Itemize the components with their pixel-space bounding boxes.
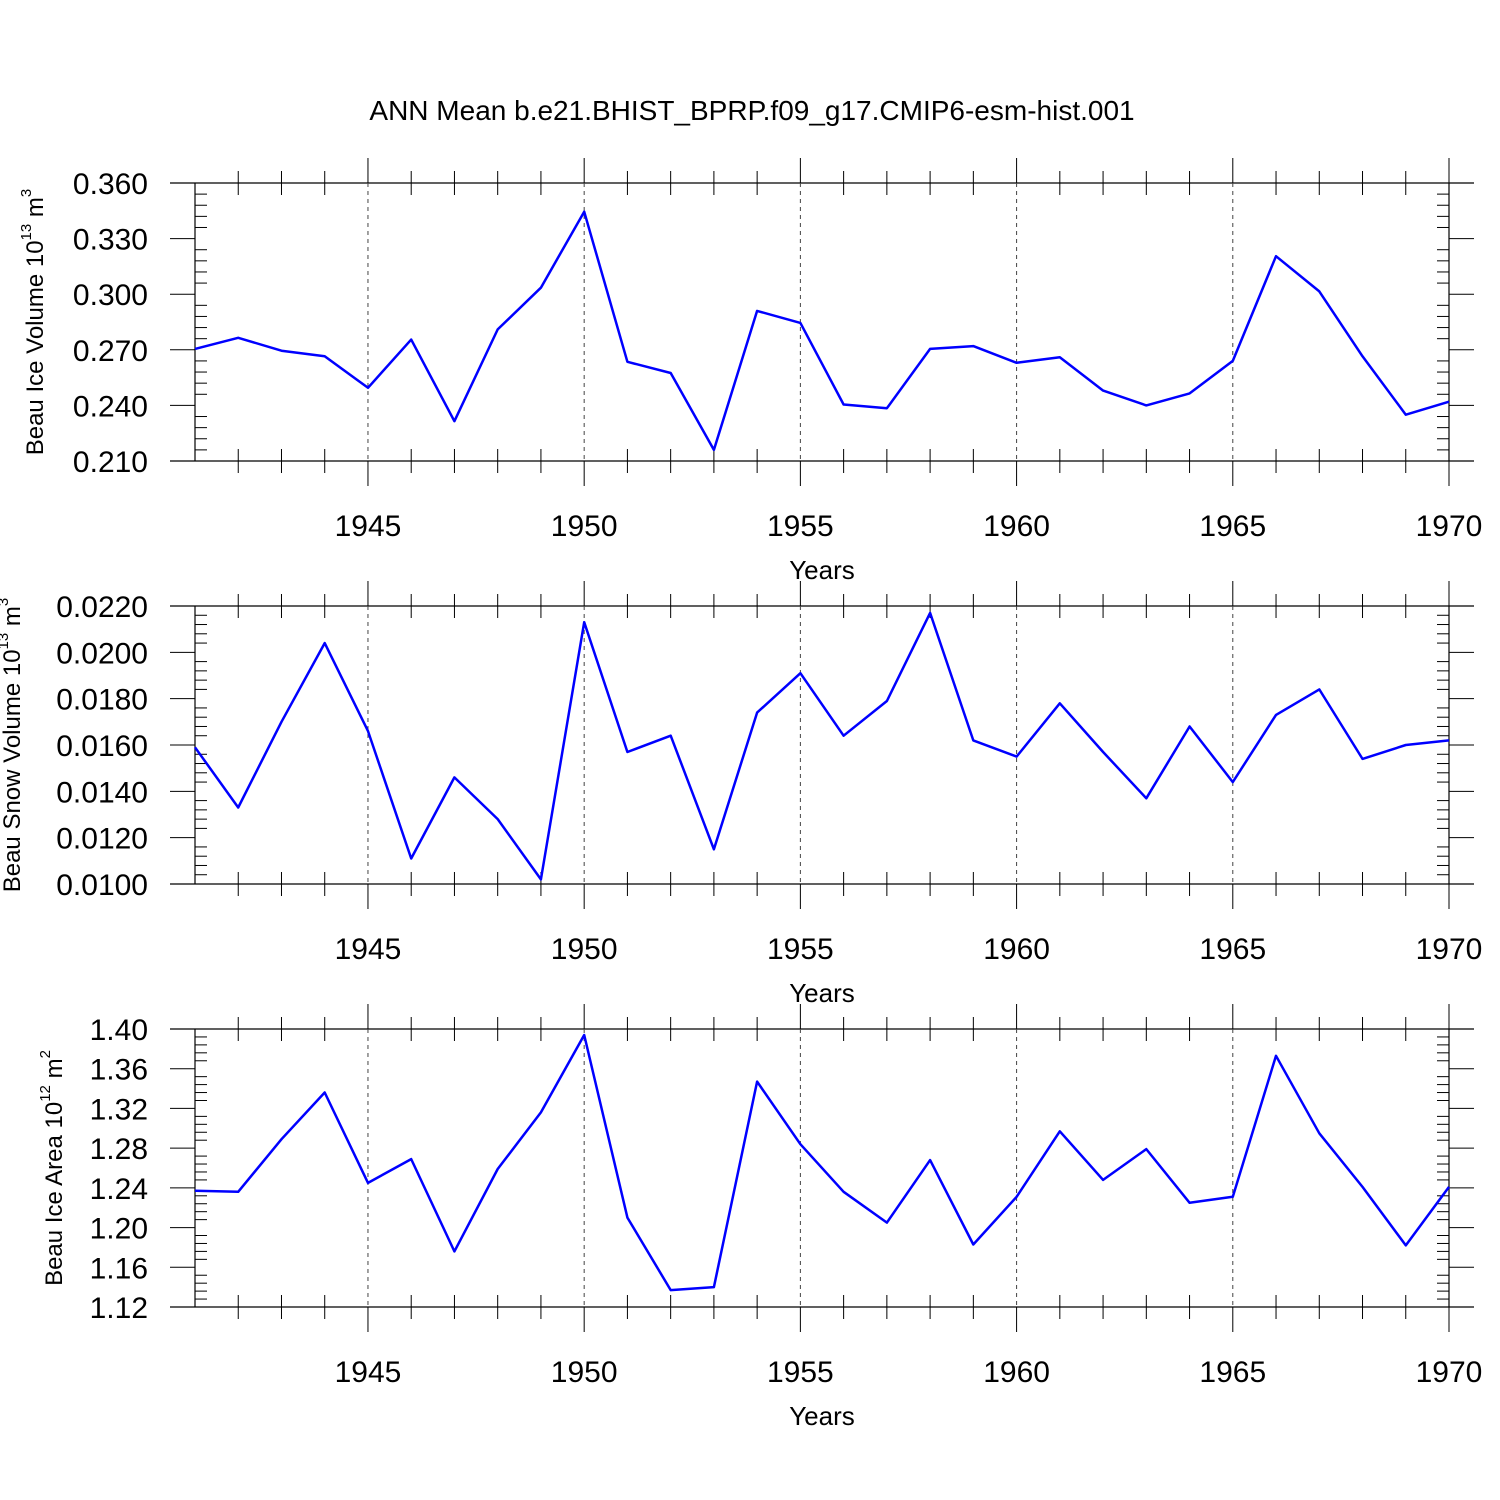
y-tick-label: 1.36	[90, 1054, 148, 1087]
y-tick-label: 0.240	[73, 390, 148, 423]
y-tick-label: 0.0220	[56, 591, 148, 624]
y-tick-label: 0.300	[73, 279, 148, 312]
x-tick-label: 1945	[335, 510, 402, 543]
x-tick-label: 1955	[767, 933, 834, 966]
series-line-1	[194, 1033, 1451, 1292]
y-tick-label: 1.40	[90, 1014, 148, 1047]
y-tick-label: 0.0180	[56, 684, 148, 717]
x-tick-label: 1960	[983, 1356, 1050, 1389]
y-label-prefix: Beau Ice Volume 10	[22, 240, 49, 455]
series-line-1	[194, 210, 1450, 452]
x-tick-label: 1945	[335, 933, 402, 966]
y-tick-label: 0.0120	[56, 823, 148, 856]
y-axis-label: Beau Ice Volume 1013 m3	[18, 189, 49, 456]
series-line-1	[193, 611, 1450, 881]
y-tick-label: 1.32	[90, 1093, 148, 1126]
y-tick-label: 0.360	[73, 168, 148, 201]
x-tick-label: 1950	[551, 1356, 618, 1389]
x-tick-label: 1965	[1199, 933, 1266, 966]
y-label-unit: m	[0, 606, 26, 633]
chart-title: ANN Mean b.e21.BHIST_BPRP.f09_g17.CMIP6-…	[369, 95, 1134, 126]
y-tick-label: 0.0140	[56, 776, 148, 809]
x-axis-label: Years	[789, 555, 855, 585]
x-tick-label: 1960	[983, 510, 1050, 543]
x-tick-label: 1970	[1416, 510, 1483, 543]
y-label-unit-exponent: 3	[18, 189, 35, 197]
x-tick-label: 1970	[1416, 933, 1483, 966]
y-label-exponent: 12	[37, 1085, 54, 1102]
x-axis-label: Years	[789, 1401, 855, 1431]
y-label-prefix: Beau Ice Area 10	[41, 1102, 68, 1286]
x-tick-label: 1950	[551, 510, 618, 543]
y-axis-label: Beau Snow Volume 1013 m3	[0, 598, 26, 893]
x-tick-label: 1965	[1199, 1356, 1266, 1389]
y-label-unit: m	[41, 1058, 68, 1085]
x-tick-label: 1970	[1416, 1356, 1483, 1389]
x-tick-label: 1945	[335, 1356, 402, 1389]
x-axis-label: Years	[789, 978, 855, 1008]
panel-3: 1945 1950 1955 1960 1965 1970 Years 1.12 1.16 1.2…	[37, 1004, 1482, 1431]
y-tick-label: 0.0160	[56, 730, 148, 763]
y-tick-label: 1.28	[90, 1133, 148, 1166]
y-tick-label: 1.12	[90, 1292, 148, 1325]
y-label-unit-exponent: 2	[37, 1050, 54, 1058]
x-tick-label: 1950	[551, 933, 618, 966]
y-tick-label: 0.330	[73, 224, 148, 257]
y-tick-label: 0.210	[73, 446, 148, 479]
y-axis-label: Beau Ice Area 1012 m2	[37, 1050, 68, 1286]
y-label-exponent: 13	[0, 633, 12, 650]
y-label-prefix: Beau Snow Volume 10	[0, 649, 26, 892]
y-label-exponent: 13	[18, 224, 35, 241]
y-label-unit: m	[22, 197, 49, 224]
x-tick-label: 1960	[983, 933, 1050, 966]
y-label-unit-exponent: 3	[0, 598, 12, 606]
y-tick-label: 1.24	[90, 1173, 148, 1206]
x-tick-label: 1955	[767, 1356, 834, 1389]
y-tick-label: 1.16	[90, 1252, 148, 1285]
x-tick-label: 1955	[767, 510, 834, 543]
x-tick-label: 1965	[1199, 510, 1266, 543]
panel-2: 1945 1950 1955 1960 1965 1970 Years 0.0100 0.012…	[0, 581, 1482, 1008]
y-tick-label: 0.270	[73, 335, 148, 368]
panels-group: 1945 1950 1955 1960 1965 1970 Years 0.210 0.240 0…	[0, 158, 1482, 1431]
y-tick-label: 0.0200	[56, 637, 148, 670]
y-tick-label: 0.0100	[56, 869, 148, 902]
y-tick-label: 1.20	[90, 1213, 148, 1246]
panel-1: 1945 1950 1955 1960 1965 1970 Years 0.210 0.240 0…	[18, 158, 1482, 585]
